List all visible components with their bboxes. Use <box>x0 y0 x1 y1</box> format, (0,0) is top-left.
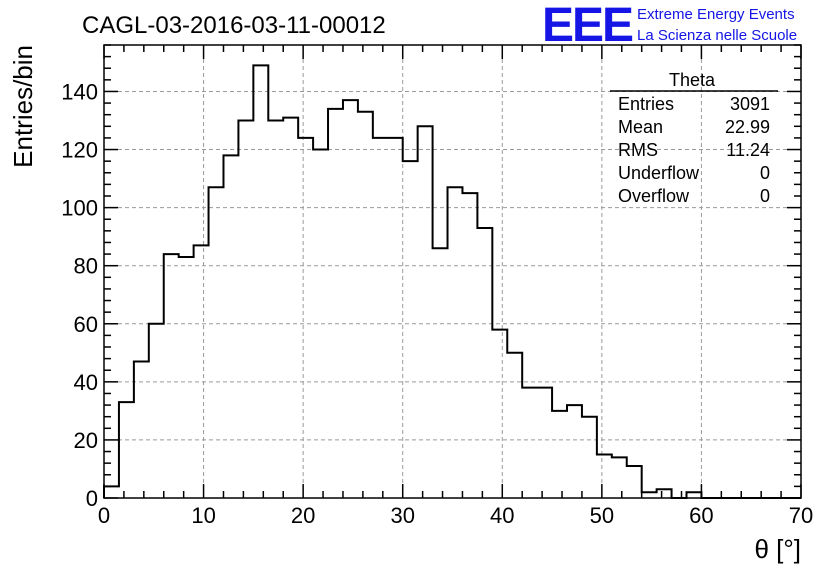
eee-logo-line2: La Scienza nelle Scuole <box>637 27 797 44</box>
x-tick-label: 10 <box>191 503 215 528</box>
histogram-bin <box>238 121 253 499</box>
histogram-bin <box>597 454 612 498</box>
histogram-bin <box>686 492 701 498</box>
eee-logo-line1: Extreme Energy Events <box>637 6 795 23</box>
histogram-bin <box>119 402 134 498</box>
histogram-bin <box>418 126 433 498</box>
histogram-bin <box>388 138 403 498</box>
y-tick-label: 0 <box>86 486 98 511</box>
axis-ticks <box>103 44 802 499</box>
histogram-bin <box>477 228 492 498</box>
histogram-bin <box>462 193 477 498</box>
histogram-bin <box>179 257 194 498</box>
histogram-bin <box>164 254 179 498</box>
y-tick-label: 100 <box>61 196 98 221</box>
histogram-bin <box>507 353 522 498</box>
stats-mean-label: Mean <box>618 117 663 137</box>
y-tick-label: 80 <box>74 254 98 279</box>
stats-rms-label: RMS <box>618 140 658 160</box>
histogram-bin <box>433 248 448 498</box>
stats-underflow-value: 0 <box>760 163 770 183</box>
plot-frame <box>103 44 802 499</box>
stats-underflow-label: Underflow <box>618 163 700 183</box>
histogram-bin <box>209 187 224 498</box>
x-tick-labels: 0 10 20 30 40 50 60 70 <box>98 503 813 528</box>
y-tick-label: 20 <box>74 428 98 453</box>
histogram-outline <box>103 64 801 499</box>
y-tick-labels: 0 20 40 60 80 100 120 140 <box>61 79 98 511</box>
histogram-bin <box>298 138 313 498</box>
histogram-bin <box>149 324 164 498</box>
histogram-bin <box>403 161 418 498</box>
histogram-bin <box>537 388 552 498</box>
eee-logo-text: EEE <box>542 0 633 52</box>
histogram-bin <box>582 417 597 498</box>
stats-overflow-label: Overflow <box>618 186 690 206</box>
histogram-bin <box>358 112 373 498</box>
y-tick-label: 40 <box>74 370 98 395</box>
x-tick-label: 20 <box>291 503 315 528</box>
x-tick-label: 40 <box>490 503 514 528</box>
histogram-bin <box>328 109 343 498</box>
y-axis-title: Entries/bin <box>8 45 38 168</box>
histogram-bin <box>268 121 283 499</box>
histogram-bin <box>253 65 268 498</box>
x-tick-label: 60 <box>689 503 713 528</box>
histogram-bin <box>522 388 537 498</box>
x-tick-label: 0 <box>98 503 110 528</box>
stats-overflow-value: 0 <box>760 186 770 206</box>
stats-box-title: Theta <box>669 70 716 90</box>
histogram-bin <box>657 489 672 498</box>
y-tick-label: 60 <box>74 312 98 337</box>
histogram-bin <box>134 362 149 498</box>
histogram-bin <box>567 405 582 498</box>
x-axis-title: θ [°] <box>754 534 801 564</box>
histogram-bin <box>223 155 238 498</box>
histogram-series <box>103 64 801 499</box>
histogram-bin <box>492 330 507 498</box>
x-tick-label: 30 <box>390 503 414 528</box>
x-tick-label: 70 <box>789 503 813 528</box>
histogram-bin <box>642 492 657 498</box>
stats-box: Theta Entries 3091 Mean 22.99 RMS 11.24 … <box>610 70 778 206</box>
stats-entries-value: 3091 <box>730 94 770 114</box>
stats-entries-label: Entries <box>618 94 674 114</box>
stats-rms-value: 11.24 <box>726 140 770 160</box>
x-tick-label: 50 <box>590 503 614 528</box>
histogram-bin <box>373 138 388 498</box>
histogram-bin <box>448 187 463 498</box>
chart-title: CAGL-03-2016-03-11-00012 <box>82 12 386 39</box>
histogram-bin <box>343 100 358 498</box>
histogram-bin <box>612 457 627 498</box>
grid <box>104 45 801 498</box>
eee-logo: EEE Extreme Energy Events La Scienza nel… <box>542 0 797 52</box>
stats-mean-value: 22.99 <box>725 117 770 137</box>
histogram-bin <box>283 118 298 498</box>
histogram-bin <box>627 466 642 498</box>
y-tick-label: 120 <box>61 138 98 163</box>
histogram-bin <box>552 411 567 498</box>
y-tick-label: 140 <box>61 79 98 104</box>
histogram-bin <box>194 245 209 498</box>
histogram-bin <box>104 486 119 498</box>
histogram-bin <box>313 150 328 498</box>
